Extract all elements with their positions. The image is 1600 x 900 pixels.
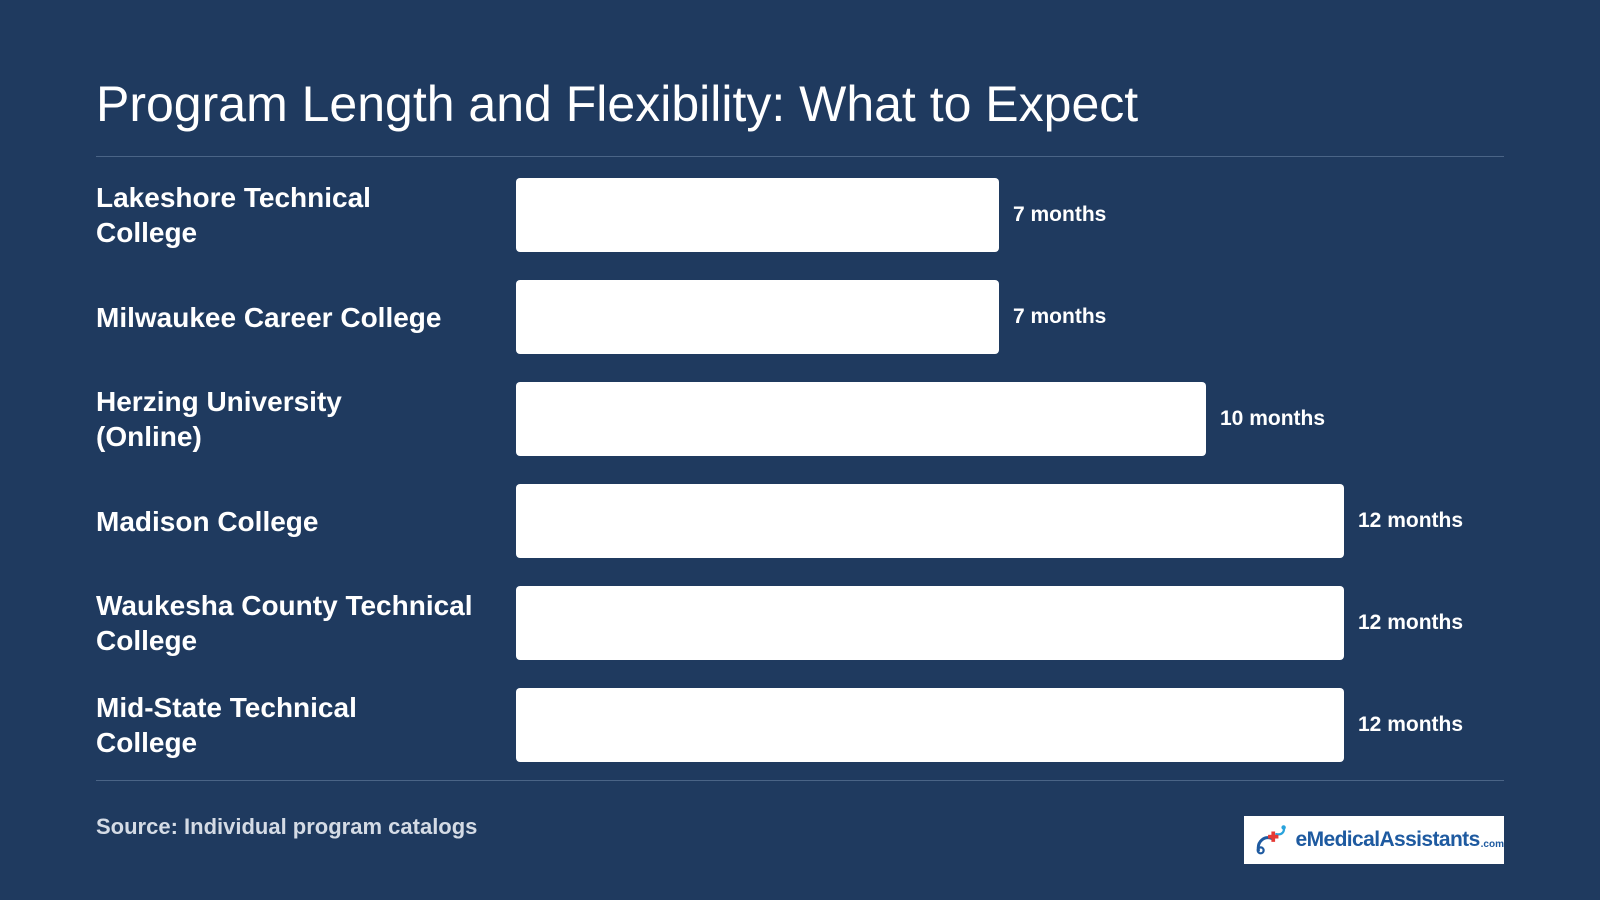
value-label: 12 months bbox=[1358, 611, 1464, 634]
source-note: Source: Individual program catalogs bbox=[96, 814, 478, 839]
category-label: Madison College bbox=[96, 505, 319, 537]
value-label: 7 months bbox=[1013, 305, 1107, 328]
value-label: 10 months bbox=[1220, 407, 1326, 430]
value-label: 12 months bbox=[1358, 713, 1464, 736]
bar bbox=[516, 688, 1344, 762]
medical-cross-icon bbox=[1256, 825, 1286, 855]
bar bbox=[516, 280, 999, 354]
bar bbox=[516, 382, 1206, 456]
category-label: Herzing University (Online) bbox=[96, 386, 342, 452]
category-label: Waukesha County Technical College bbox=[96, 590, 473, 656]
logo-wordmark: eMedicalAssistants bbox=[1295, 828, 1481, 851]
top-divider bbox=[96, 156, 1504, 157]
chart-title: Program Length and Flexibility: What to … bbox=[96, 76, 1139, 132]
category-label: Milwaukee Career College bbox=[96, 301, 442, 333]
value-label: 7 months bbox=[1013, 203, 1107, 226]
value-label: 12 months bbox=[1358, 509, 1464, 532]
category-label: Mid-State Technical College bbox=[96, 692, 357, 758]
bottom-divider bbox=[96, 780, 1504, 781]
category-label: Lakeshore Technical College bbox=[96, 182, 371, 248]
bar bbox=[516, 178, 999, 252]
bar bbox=[516, 586, 1344, 660]
brand-logo[interactable]: eMedicalAssistants .com bbox=[1244, 816, 1504, 864]
logo-suffix: .com bbox=[1480, 838, 1504, 850]
bar bbox=[516, 484, 1344, 558]
